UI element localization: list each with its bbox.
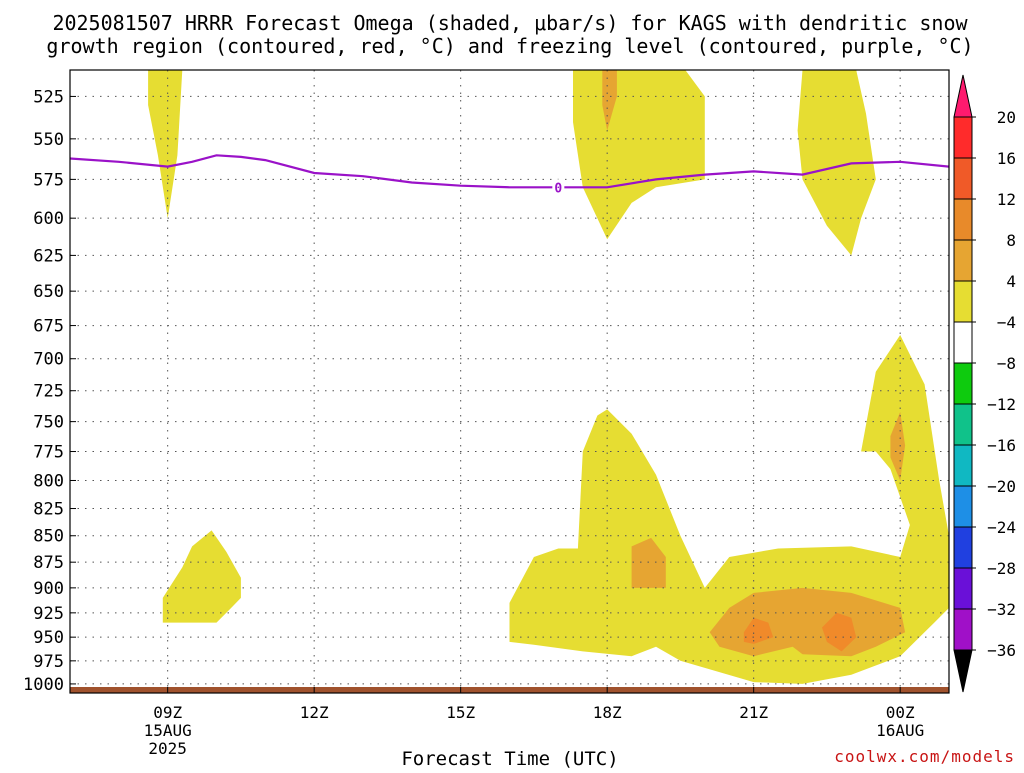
y-tick-label-700: 700 <box>33 350 64 370</box>
colorbar-band-8 <box>953 403 973 446</box>
x-tick-date-00Z: 16AUG <box>876 721 924 740</box>
x-tick-label-09Z: 09Z <box>153 703 182 722</box>
y-tick-label-675: 675 <box>33 317 64 337</box>
colorbar-band-11 <box>953 526 973 569</box>
y-tick-label-775: 775 <box>33 443 64 463</box>
y-tick-label-650: 650 <box>33 282 64 302</box>
omega-region-3 <box>602 70 617 131</box>
x-tick-date-09Z: 15AUG <box>144 721 192 740</box>
y-tick-label-975: 975 <box>33 652 64 672</box>
y-tick-label-950: 950 <box>33 628 64 648</box>
freezing-level-label-bg <box>552 179 565 196</box>
omega-region-1 <box>148 70 183 219</box>
colorbar-label-5: 4 <box>1006 272 1016 291</box>
colorbar-label-9: −16 <box>987 436 1016 455</box>
colorbar-band-10 <box>953 485 973 528</box>
x-axis-label: Forecast Time (UTC) <box>401 748 618 768</box>
y-tick-label-525: 525 <box>33 87 64 107</box>
credit-link[interactable]: coolwx.com/models <box>834 747 1015 766</box>
omega-region-11 <box>890 411 906 481</box>
x-tick-label-15Z: 15Z <box>446 703 475 722</box>
terrain-strip <box>70 687 949 693</box>
colorbar-label-7: −8 <box>997 354 1016 373</box>
colorbar-band-4 <box>953 239 973 282</box>
omega-region-5 <box>162 530 241 623</box>
colorbar-arrow-top <box>953 74 973 118</box>
chart-title: 2025081507 HRRR Forecast Omega (shaded, … <box>46 11 973 58</box>
x-tick-label-00Z: 00Z <box>886 703 915 722</box>
chart-title-line2: growth region (contoured, red, °C) and f… <box>46 34 973 58</box>
omega-region-4 <box>797 70 876 256</box>
colorbar-label-4: 8 <box>1006 231 1016 250</box>
freezing-level-label: 0 <box>554 181 562 196</box>
colorbar-label-1: 20 <box>997 108 1016 127</box>
freezing-level-line <box>70 154 949 189</box>
colorbar-band-1 <box>953 116 973 159</box>
colorbar-label-12: −28 <box>987 559 1016 578</box>
colorbar-label-3: 12 <box>997 190 1016 209</box>
y-tick-label-825: 825 <box>33 500 64 520</box>
omega-region-7 <box>631 537 666 588</box>
y-tick-label-750: 750 <box>33 413 64 433</box>
colorbar-label-2: 16 <box>997 149 1016 168</box>
y-tick-label-575: 575 <box>33 170 64 190</box>
omega-region-2 <box>573 70 705 240</box>
axes: 525 550 575 600 625 650 675 700 725 750 775 800 825 8… <box>23 69 950 758</box>
colorbar-band-9 <box>953 444 973 487</box>
x-tick-label-21Z: 21Z <box>739 703 768 722</box>
colorbar-label-13: −32 <box>987 600 1016 619</box>
colorbar-band-12 <box>953 567 973 610</box>
plot-area: 0 <box>70 70 949 693</box>
colorbar-band-3 <box>953 198 973 241</box>
chart-title-line1: 2025081507 HRRR Forecast Omega (shaded, … <box>52 11 968 35</box>
y-tick-label-925: 925 <box>33 604 64 624</box>
x-tick-label-12Z: 12Z <box>300 703 329 722</box>
y-tick-label-1000: 1000 <box>23 675 64 695</box>
colorbar-label-6: −4 <box>997 313 1016 332</box>
y-tick-label-550: 550 <box>33 130 64 150</box>
colorbar-label-8: −12 <box>987 395 1016 414</box>
plot-content: 0 <box>70 70 949 693</box>
y-tick-label-800: 800 <box>33 471 64 491</box>
y-tick-label-850: 850 <box>33 527 64 547</box>
y-tick-label-875: 875 <box>33 553 64 573</box>
y-tick-label-600: 600 <box>33 209 64 229</box>
colorbar-label-14: −36 <box>987 641 1016 660</box>
colorbar-band-7 <box>953 362 973 405</box>
y-tick-label-900: 900 <box>33 579 64 599</box>
colorbar-band-6 <box>953 321 973 364</box>
colorbar-label-11: −24 <box>987 518 1016 537</box>
colorbar-band-13 <box>953 608 973 651</box>
x-tick-label-18Z: 18Z <box>593 703 622 722</box>
omega-region-10 <box>822 612 857 652</box>
colorbar-arrow-bottom <box>953 649 973 693</box>
plot-frame <box>69 69 950 694</box>
colorbar-band-2 <box>953 157 973 200</box>
colorbar-label-10: −20 <box>987 477 1016 496</box>
colorbar-band-5 <box>953 280 973 323</box>
x-tick-year-09Z: 2025 <box>148 739 187 758</box>
y-tick-label-625: 625 <box>33 246 64 266</box>
colorbar: 20 16 12 8 4 −4 −8 −12 −16 −20 −24 −28 −32 −36 <box>953 74 1016 693</box>
y-tick-label-725: 725 <box>33 382 64 402</box>
omega-region-9 <box>743 617 774 644</box>
